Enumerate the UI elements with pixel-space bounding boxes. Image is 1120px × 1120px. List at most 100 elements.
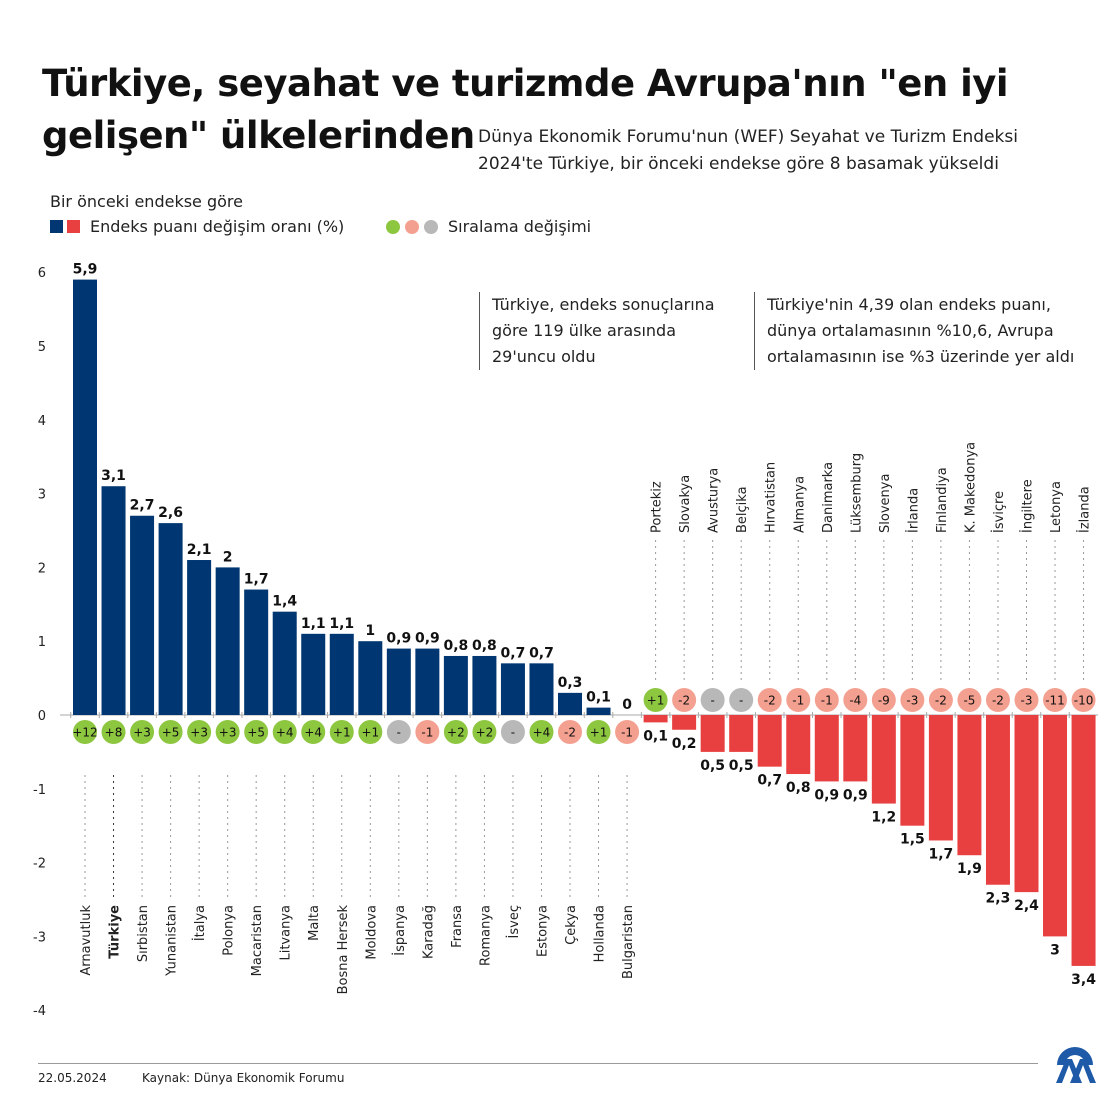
- data-label: 0,7: [529, 645, 554, 661]
- rank-change-label: +2: [447, 726, 465, 740]
- rank-change-badge: [871, 688, 896, 712]
- rank-change-badge: [729, 688, 754, 712]
- bar: [700, 715, 725, 752]
- legend-badges-label: Sıralama değişimi: [448, 217, 592, 236]
- rank-change-label: +3: [219, 726, 237, 740]
- rank-change-badge: [158, 720, 183, 744]
- y-tick-label: 3: [38, 488, 46, 503]
- rank-change-label: -10: [1074, 694, 1094, 708]
- gray-dot-icon: [424, 219, 438, 234]
- rank-change-label: -3: [906, 694, 918, 708]
- category-label: Polonya: [222, 905, 237, 956]
- pink-dot-icon: [405, 219, 419, 234]
- rank-change-label: +4: [533, 726, 551, 740]
- bar: [643, 715, 668, 723]
- rank-change-label: +1: [361, 726, 379, 740]
- bar: [586, 707, 611, 715]
- rank-change-label: -4: [849, 694, 861, 708]
- rank-change-label: -11: [1045, 694, 1065, 708]
- bar: [786, 715, 811, 775]
- legend-bars: Endeks puanı değişim oranı (%): [50, 217, 344, 236]
- bar: [301, 633, 326, 715]
- red-square-icon: [67, 220, 80, 233]
- aa-logo: [1050, 1045, 1100, 1089]
- data-label: 2,3: [986, 891, 1011, 907]
- bar: [244, 589, 269, 715]
- category-label: Slovakya: [678, 475, 693, 533]
- rank-change-label: +8: [105, 726, 123, 740]
- bar: [215, 567, 240, 715]
- category-label: Karadağ: [421, 905, 436, 959]
- y-tick-label: 2: [38, 561, 46, 576]
- rank-change-label: -2: [678, 694, 690, 708]
- bar: [871, 715, 896, 804]
- category-label: Belçika: [735, 486, 750, 533]
- rank-change-badge: [814, 688, 839, 712]
- category-label: İsviçre: [991, 491, 1007, 533]
- bar: [672, 715, 697, 730]
- data-label: 0,9: [814, 787, 839, 803]
- rank-change-badge: [928, 688, 953, 712]
- category-label: Bulgaristan: [621, 905, 636, 979]
- rank-change-badge: [272, 720, 297, 744]
- data-label: 1,4: [272, 594, 297, 610]
- rank-change-badge: [187, 720, 212, 744]
- category-label: Yunanistan: [165, 905, 180, 977]
- rank-change-badge: [643, 688, 668, 712]
- rank-change-badge: [500, 720, 525, 744]
- rank-change-label: -3: [1021, 694, 1033, 708]
- bar: [985, 715, 1010, 885]
- data-label: 0,8: [472, 638, 497, 654]
- y-tick-label: 6: [38, 266, 46, 281]
- rank-change-label: +3: [133, 726, 151, 740]
- category-label: İsveç: [506, 905, 522, 938]
- rank-change-badge: [215, 720, 240, 744]
- data-label: 2,6: [158, 505, 183, 521]
- note-line: Türkiye, endeks sonuçlarına: [492, 295, 715, 314]
- category-label: Litvanya: [279, 905, 294, 961]
- blue-square-icon: [50, 220, 63, 233]
- legend-badges: Sıralama değişimi: [386, 217, 591, 236]
- footer-date: 22.05.2024: [38, 1071, 107, 1085]
- bar: [472, 655, 497, 715]
- bar: [187, 560, 212, 715]
- y-tick-label: 1: [38, 635, 46, 650]
- category-label: K. Makedonya: [963, 442, 978, 533]
- data-label: 0,9: [386, 631, 411, 647]
- data-label: 0,9: [415, 631, 440, 647]
- data-label: 0: [622, 697, 632, 713]
- note-ranking: Türkiye, endeks sonuçlarına göre 119 ülk…: [479, 292, 715, 370]
- rank-change-label: -: [511, 726, 515, 740]
- category-label: Fransa: [450, 905, 465, 948]
- rank-change-badge: [1043, 688, 1068, 712]
- y-tick-label: -4: [33, 1004, 46, 1019]
- rank-change-badge: [558, 720, 583, 744]
- footer-divider: [38, 1063, 1038, 1064]
- note-score: Türkiye'nin 4,39 olan endeks puanı, düny…: [754, 292, 1074, 370]
- note-line: ortalamasının ise %3 üzerinde yer aldı: [767, 347, 1075, 366]
- rank-change-badge: [244, 720, 269, 744]
- rank-change-label: +4: [276, 726, 294, 740]
- rank-change-label: +1: [333, 726, 351, 740]
- rank-change-label: +4: [304, 726, 322, 740]
- rank-change-badge: [73, 720, 97, 744]
- rank-change-label: +1: [647, 694, 665, 708]
- bar: [415, 648, 440, 715]
- rank-change-badge: [358, 720, 383, 744]
- category-label: Finlandiya: [935, 467, 950, 533]
- bar: [757, 715, 782, 767]
- rank-change-badge: [757, 688, 782, 712]
- rank-change-label: -1: [421, 726, 433, 740]
- category-label: Romanya: [478, 905, 493, 966]
- category-label: Arnavutluk: [79, 905, 94, 976]
- category-label: İspanya: [392, 905, 408, 956]
- data-label: 3,4: [1071, 972, 1096, 988]
- data-label: 3,1: [101, 468, 126, 484]
- y-tick-label: 5: [38, 340, 46, 355]
- bar: [358, 641, 383, 715]
- rank-change-badge: [472, 720, 497, 744]
- rank-change-label: +5: [162, 726, 180, 740]
- category-label: Hırvatistan: [764, 462, 779, 533]
- bar: [900, 715, 925, 826]
- data-label: 0,8: [786, 780, 811, 796]
